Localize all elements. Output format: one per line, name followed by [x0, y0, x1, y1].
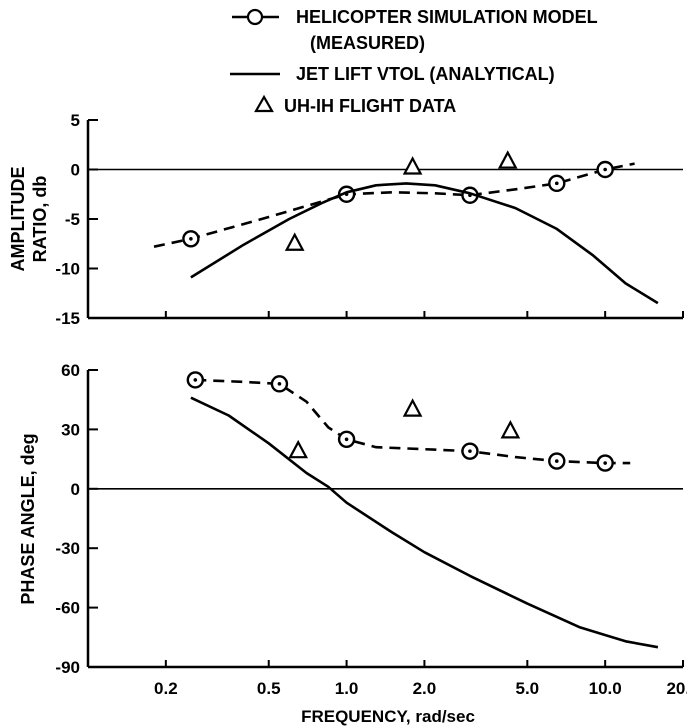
helicopter-model-point-center: [554, 181, 559, 186]
y-tick-label: -30: [55, 539, 80, 558]
y-tick-label: -60: [55, 599, 80, 618]
uh1h-flight-data-point: [402, 156, 423, 175]
legend-label: HELICOPTER SIMULATION MODEL: [296, 7, 598, 27]
x-tick-label: 20.0: [666, 679, 687, 698]
helicopter-model-dashed-line: [153, 162, 635, 248]
helicopter-model-dashed-line: [195, 378, 631, 465]
x-tick-label: 10.0: [589, 679, 622, 698]
x-tick-label: 2.0: [413, 679, 437, 698]
legend: HELICOPTER SIMULATION MODEL (MEASURED) JET…: [230, 7, 598, 116]
x-tick-label: 5.0: [515, 679, 539, 698]
x-tick-label: 1.0: [335, 679, 359, 698]
helicopter-model-point-center: [554, 459, 559, 463]
helicopter-model-point-center: [277, 382, 282, 386]
helicopter-model-point-center: [344, 437, 349, 442]
uh1h-flight-data-point: [402, 398, 423, 417]
jet-lift-analytical-line: [190, 182, 659, 305]
y-axis-title: AMPLITUDE: [8, 167, 28, 272]
helicopter-model-point-center: [603, 461, 607, 465]
x-axis-title: FREQUENCY, rad/sec: [301, 707, 475, 726]
legend-label: UH-IH FLIGHT DATA: [284, 96, 456, 116]
uh1h-flight-data-point: [497, 150, 518, 169]
legend-triangle-symbol: [254, 94, 274, 113]
x-tick-label: 0.2: [154, 679, 178, 698]
y-tick-label: 60: [61, 361, 80, 380]
y-axis-title: PHASE ANGLE, deg: [18, 433, 38, 604]
helicopter-model-point-center: [468, 449, 472, 453]
phase-angle-plot: 60 30 0 -30 -60 -90 0.2 0.5 1.0 2.0 5.0 10.0 20.0 FRE…: [18, 361, 687, 726]
y-tick-label: 30: [61, 420, 80, 439]
amplitude-ratio-plot: 5 0 -5 -10 -15 AMPLITUDE RATIO, db: [8, 111, 684, 328]
y-tick-label: -15: [55, 309, 80, 328]
y-tick-label: -90: [55, 658, 80, 677]
legend-label: JET LIFT VTOL (ANALYTICAL): [296, 64, 555, 84]
uh1h-flight-data-point: [288, 439, 309, 459]
helicopter-model-point-center: [603, 167, 607, 172]
helicopter-model-point-center: [193, 378, 198, 382]
y-tick-label: 0: [71, 480, 80, 499]
y-tick-label: 0: [71, 161, 80, 180]
uh1h-flight-data-point: [500, 420, 521, 439]
y-tick-label: 5: [71, 111, 80, 130]
jet-lift-analytical-line: [190, 396, 659, 649]
uh1h-flight-data-point: [284, 232, 305, 251]
x-tick-label: 0.5: [257, 679, 281, 698]
legend-circle-symbol: [246, 8, 264, 26]
y-axis-title: RATIO, db: [30, 176, 50, 263]
y-tick-label: -5: [65, 210, 80, 229]
helicopter-model-point-center: [189, 237, 193, 241]
y-tick-label: -10: [55, 260, 80, 279]
legend-label: (MEASURED): [310, 33, 425, 53]
